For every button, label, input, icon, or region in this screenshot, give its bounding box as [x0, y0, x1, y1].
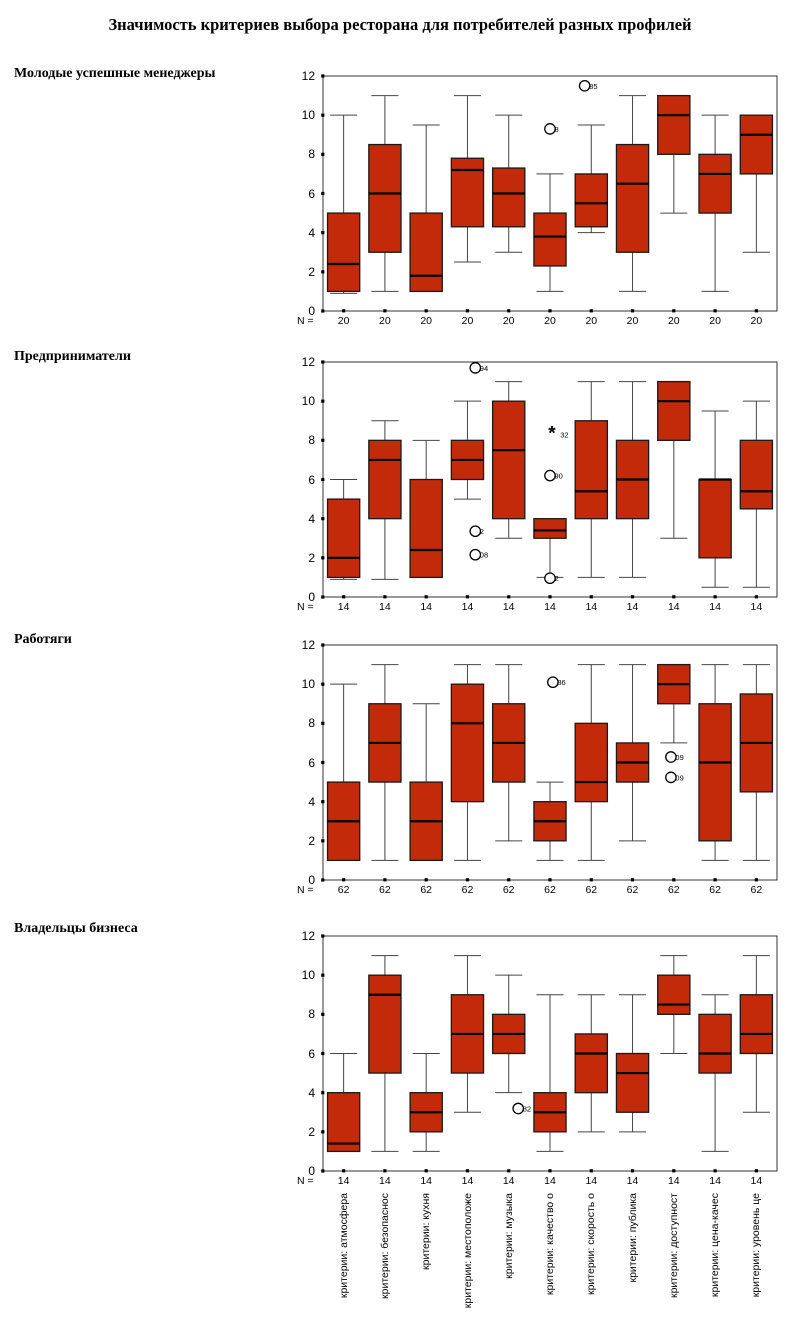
- svg-text:94: 94: [480, 364, 488, 373]
- svg-text:2: 2: [555, 574, 559, 583]
- svg-text:8: 8: [555, 125, 559, 134]
- svg-text:08: 08: [480, 551, 488, 560]
- svg-text:*: *: [548, 423, 556, 444]
- svg-text:09: 09: [675, 753, 683, 762]
- svg-text:2: 2: [480, 527, 484, 536]
- svg-text:82: 82: [523, 1105, 531, 1114]
- svg-text:09: 09: [675, 773, 683, 782]
- svg-text:90: 90: [555, 472, 563, 481]
- svg-text:85: 85: [589, 82, 597, 91]
- svg-text:86: 86: [557, 678, 565, 687]
- svg-text:32: 32: [560, 430, 568, 439]
